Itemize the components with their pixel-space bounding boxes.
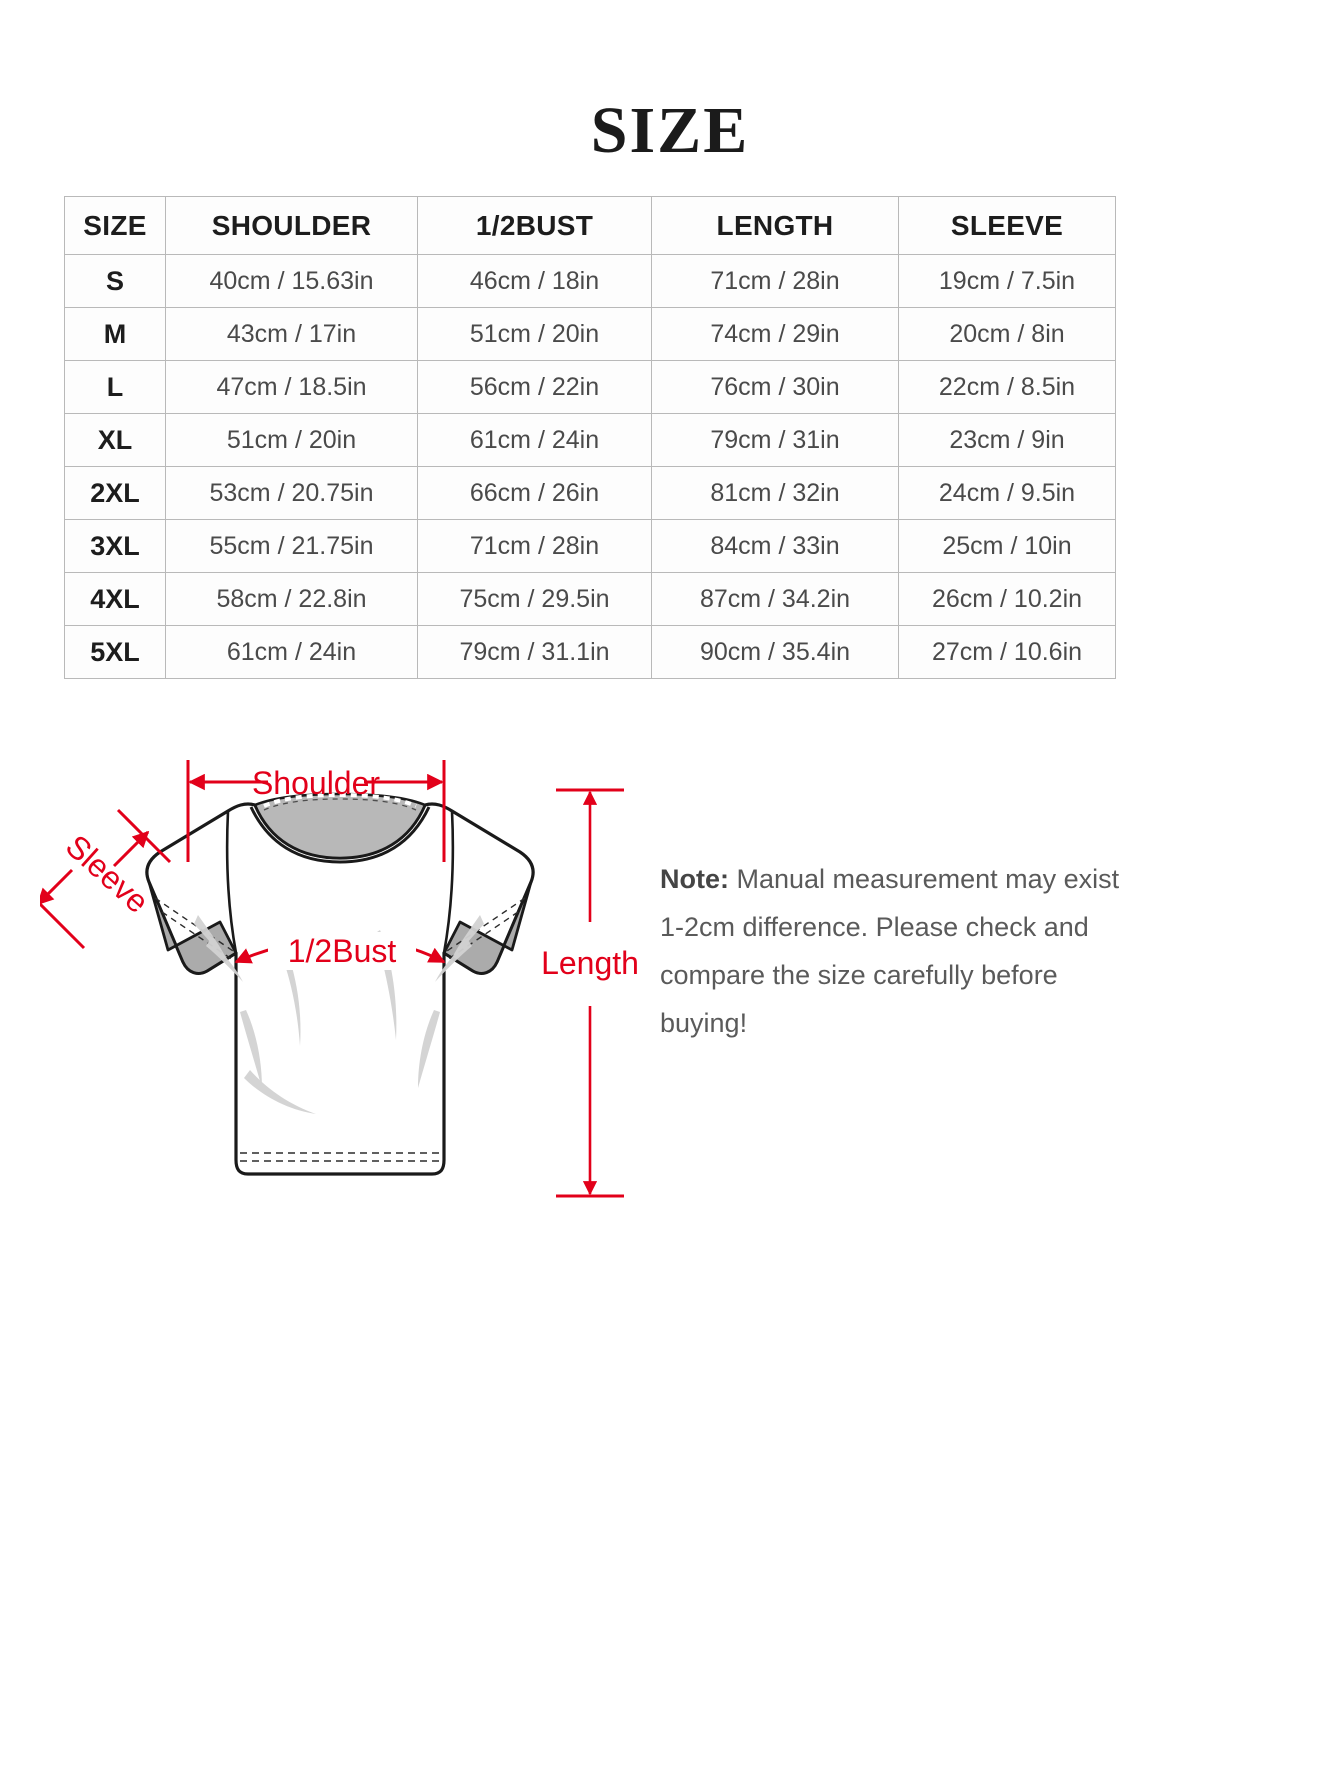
length-label: Length (541, 945, 639, 981)
cell-shoulder: 55cm / 21.75in (165, 519, 418, 573)
page-title: SIZE (590, 94, 750, 167)
column-header-bust: 1/2BUST (417, 196, 652, 255)
cell-sleeve: 22cm / 8.5in (898, 360, 1116, 414)
cell-shoulder: 53cm / 20.75in (165, 466, 418, 520)
cell-bust: 71cm / 28in (417, 519, 652, 573)
cell-sleeve: 27cm / 10.6in (898, 625, 1116, 679)
cell-sleeve: 23cm / 9in (898, 413, 1116, 467)
table-row: 5XL 61cm / 24in 79cm / 31.1in 90cm / 35.… (64, 625, 1116, 679)
bust-measurement-arrow (234, 932, 446, 970)
cell-length: 71cm / 28in (651, 254, 899, 308)
bust-label: 1/2Bust (288, 933, 397, 969)
sleeve-measurement-arrow (30, 808, 172, 950)
cell-sleeve: 26cm / 10.2in (898, 572, 1116, 626)
note-block: Note: Manual measurement may exist 1-2cm… (660, 855, 1130, 1047)
cell-shoulder: 61cm / 24in (165, 625, 418, 679)
cell-bust: 56cm / 22in (417, 360, 652, 414)
cell-bust: 51cm / 20in (417, 307, 652, 361)
tshirt-illustration (145, 792, 535, 1176)
size-chart-table-container: SIZE SHOULDER 1/2BUST LENGTH SLEEVE S 40… (64, 196, 1116, 679)
column-header-sleeve: SLEEVE (898, 196, 1116, 255)
table-row: 3XL 55cm / 21.75in 71cm / 28in 84cm / 33… (64, 519, 1116, 573)
cell-size: XL (64, 413, 166, 467)
cell-size: 5XL (64, 625, 166, 679)
cell-size: 4XL (64, 572, 166, 626)
cell-size: 2XL (64, 466, 166, 520)
cell-shoulder: 40cm / 15.63in (165, 254, 418, 308)
cell-size: L (64, 360, 166, 414)
column-header-size: SIZE (64, 196, 166, 255)
sleeve-label: Sleeve (59, 828, 156, 920)
cell-sleeve: 24cm / 9.5in (898, 466, 1116, 520)
cell-length: 76cm / 30in (651, 360, 899, 414)
table-row: L 47cm / 18.5in 56cm / 22in 76cm / 30in … (64, 360, 1116, 414)
column-header-shoulder: SHOULDER (165, 196, 418, 255)
cell-length: 84cm / 33in (651, 519, 899, 573)
cell-shoulder: 43cm / 17in (165, 307, 418, 361)
cell-size: S (64, 254, 166, 308)
table-row: XL 51cm / 20in 61cm / 24in 79cm / 31in 2… (64, 413, 1116, 467)
cell-length: 87cm / 34.2in (651, 572, 899, 626)
column-header-length: LENGTH (651, 196, 899, 255)
cell-sleeve: 19cm / 7.5in (898, 254, 1116, 308)
shoulder-measurement-arrow (186, 760, 446, 862)
cell-bust: 66cm / 26in (417, 466, 652, 520)
size-chart-table: SIZE SHOULDER 1/2BUST LENGTH SLEEVE S 40… (64, 196, 1116, 679)
cell-bust: 46cm / 18in (417, 254, 652, 308)
table-row: 2XL 53cm / 20.75in 66cm / 26in 81cm / 32… (64, 466, 1116, 520)
note-lead-label: Note: (660, 864, 729, 894)
cell-sleeve: 20cm / 8in (898, 307, 1116, 361)
tshirt-diagram: Shoulder Sleeve 1/2Bust Le (30, 710, 660, 1240)
table-row: S 40cm / 15.63in 46cm / 18in 71cm / 28in… (64, 254, 1116, 308)
cell-bust: 75cm / 29.5in (417, 572, 652, 626)
cell-shoulder: 58cm / 22.8in (165, 572, 418, 626)
cell-length: 74cm / 29in (651, 307, 899, 361)
note-body-text: Manual measurement may exist 1-2cm diffe… (660, 864, 1120, 1038)
cell-length: 79cm / 31in (651, 413, 899, 467)
cell-sleeve: 25cm / 10in (898, 519, 1116, 573)
table-row: 4XL 58cm / 22.8in 75cm / 29.5in 87cm / 3… (64, 572, 1116, 626)
table-header-row: SIZE SHOULDER 1/2BUST LENGTH SLEEVE (64, 196, 1116, 255)
cell-shoulder: 51cm / 20in (165, 413, 418, 467)
cell-length: 81cm / 32in (651, 466, 899, 520)
table-row: M 43cm / 17in 51cm / 20in 74cm / 29in 20… (64, 307, 1116, 361)
cell-size: M (64, 307, 166, 361)
shoulder-label: Shoulder (252, 765, 380, 801)
cell-length: 90cm / 35.4in (651, 625, 899, 679)
cell-size: 3XL (64, 519, 166, 573)
cell-bust: 61cm / 24in (417, 413, 652, 467)
cell-shoulder: 47cm / 18.5in (165, 360, 418, 414)
length-measurement-arrow (556, 788, 624, 1198)
cell-bust: 79cm / 31.1in (417, 625, 652, 679)
measurement-diagram-area: Shoulder Sleeve 1/2Bust Le (0, 700, 1340, 1260)
